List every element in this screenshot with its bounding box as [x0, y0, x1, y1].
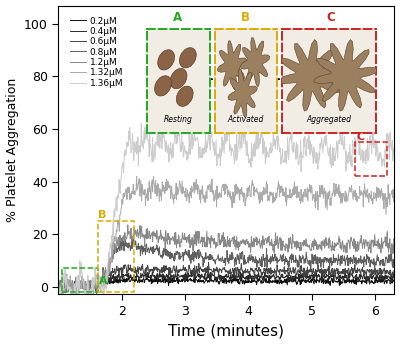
1.32μM [58, 292, 62, 297]
Bar [98, 221, 134, 292]
0.8μM [129, 235, 134, 239]
0.8μM [392, 258, 397, 262]
Text: B: B [98, 210, 106, 220]
0.6μM [261, 270, 266, 274]
1.2μM [77, 290, 82, 294]
0.4μM [312, 276, 316, 280]
0.8μM [261, 252, 266, 256]
Text: A: A [99, 276, 108, 286]
0.6μM [252, 275, 257, 279]
0.8μM [64, 290, 69, 294]
0.4μM [392, 277, 397, 281]
0.4μM [62, 287, 67, 291]
1.32μM [312, 192, 316, 196]
0.4μM [346, 276, 351, 280]
Text: B: B [240, 11, 250, 24]
1.32μM [151, 174, 156, 178]
Text: C: C [356, 131, 364, 141]
0.2μM [77, 287, 82, 291]
Line: 0.2μM: 0.2μM [58, 274, 394, 290]
0.6μM [271, 270, 276, 274]
0.2μM [87, 288, 92, 292]
Line: 1.36μM: 1.36μM [58, 120, 394, 294]
0.4μM [271, 273, 276, 278]
Text: C: C [326, 11, 335, 24]
1.32μM [261, 193, 266, 197]
Bar [355, 142, 387, 176]
1.32μM [346, 191, 351, 195]
0.4μM [238, 270, 243, 274]
1.32μM [271, 190, 276, 194]
Text: A: A [173, 11, 182, 24]
1.36μM [312, 155, 316, 159]
1.36μM [206, 118, 211, 122]
1.36μM [252, 141, 257, 145]
0.6μM [77, 279, 82, 283]
1.2μM [56, 283, 61, 287]
0.8μM [252, 260, 257, 265]
1.32μM [252, 185, 257, 189]
0.8μM [77, 288, 82, 292]
1.36μM [77, 292, 82, 297]
0.6μM [312, 271, 316, 275]
0.4μM [56, 283, 61, 287]
1.36μM [271, 131, 276, 136]
0.4μM [261, 274, 266, 278]
0.2μM [392, 279, 397, 283]
0.2μM [252, 278, 257, 282]
1.2μM [252, 237, 257, 241]
Bar [62, 268, 98, 292]
0.8μM [271, 256, 276, 260]
0.6μM [56, 285, 61, 289]
Line: 0.4μM: 0.4μM [58, 272, 394, 289]
1.36μM [261, 137, 266, 141]
Legend: 0.2μM, 0.4μM, 0.6μM, 0.8μM, 1.2μM, 1.32μM, 1.36μM: 0.2μM, 0.4μM, 0.6μM, 0.8μM, 1.2μM, 1.32μ… [66, 13, 127, 91]
0.6μM [392, 269, 397, 273]
1.2μM [271, 248, 276, 252]
Y-axis label: % Platelet Aggregation: % Platelet Aggregation [6, 78, 18, 222]
1.2μM [94, 292, 99, 297]
0.2μM [261, 281, 266, 285]
0.2μM [271, 279, 276, 283]
0.6μM [206, 260, 211, 264]
Line: 1.32μM: 1.32μM [58, 176, 394, 294]
1.36μM [57, 292, 62, 297]
0.2μM [56, 284, 61, 288]
0.6μM [346, 266, 351, 270]
1.36μM [392, 150, 397, 154]
0.6μM [82, 290, 87, 294]
1.32μM [392, 187, 397, 191]
1.36μM [56, 287, 61, 291]
1.2μM [346, 238, 351, 242]
0.4μM [252, 275, 257, 279]
0.2μM [144, 272, 149, 276]
1.2μM [125, 223, 130, 227]
1.2μM [312, 238, 316, 242]
0.8μM [312, 254, 316, 258]
1.2μM [261, 242, 266, 246]
0.8μM [346, 264, 351, 268]
X-axis label: Time (minutes): Time (minutes) [168, 323, 284, 338]
1.2μM [392, 241, 397, 245]
Line: 0.6μM: 0.6μM [58, 262, 394, 292]
1.36μM [346, 160, 351, 164]
0.2μM [312, 282, 316, 286]
0.2μM [346, 280, 351, 284]
1.32μM [56, 289, 61, 293]
Line: 1.2μM: 1.2μM [58, 225, 394, 294]
0.8μM [56, 287, 61, 291]
Line: 0.8μM: 0.8μM [58, 237, 394, 292]
0.4μM [77, 286, 82, 290]
1.32μM [77, 288, 82, 292]
